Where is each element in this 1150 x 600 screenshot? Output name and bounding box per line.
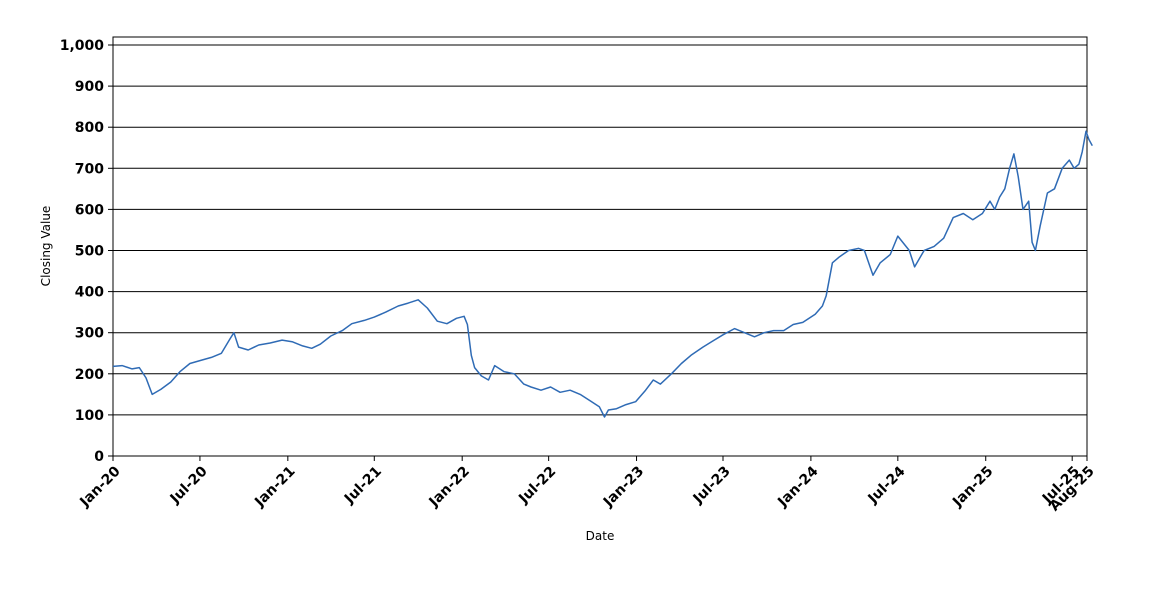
x-tick-label: Jan-23 [600,463,647,510]
x-tick-label: Jan-20 [76,463,123,510]
x-tick-label: Jan-25 [949,463,996,510]
y-tick-label: 600 [75,202,104,218]
series-line [112,130,1093,418]
y-tick-label: 800 [75,120,104,136]
x-tick-label: Jan-24 [774,463,821,510]
y-tick-label: 400 [75,285,104,301]
y-tick-label: 300 [75,326,104,342]
y-tick-label: 200 [75,367,104,383]
y-tick-label: 0 [94,449,104,465]
x-tick-label: Jul-22 [515,463,559,507]
plot-frame [112,36,1088,457]
x-tick-label: Jul-23 [690,463,734,507]
x-tick-label: Jan-22 [426,463,473,510]
y-axis-ticks: 0 100 200 300 400 500 600 700 800 900 1,000 [60,38,113,465]
y-tick-label: 1,000 [60,38,105,54]
y-tick-label: 100 [75,408,104,424]
y-tick-label: 500 [75,244,104,260]
x-tick-label: Jul-21 [341,463,385,507]
x-tick-label: Jul-24 [865,463,909,507]
y-tick-label: 700 [75,161,104,177]
x-axis-ticks: Jan-20 Jul-20 Jan-21 Jul-21 Jan-22 Jul-22 Jan-… [76,456,1098,514]
y-tick-label: 900 [75,79,104,95]
x-tick-label: Jul-20 [167,463,211,507]
x-tick-label: Jan-21 [251,463,298,510]
y-axis-title: Closing Value [39,206,53,287]
gridlines [113,44,1087,416]
x-axis-title: Date [586,529,615,543]
